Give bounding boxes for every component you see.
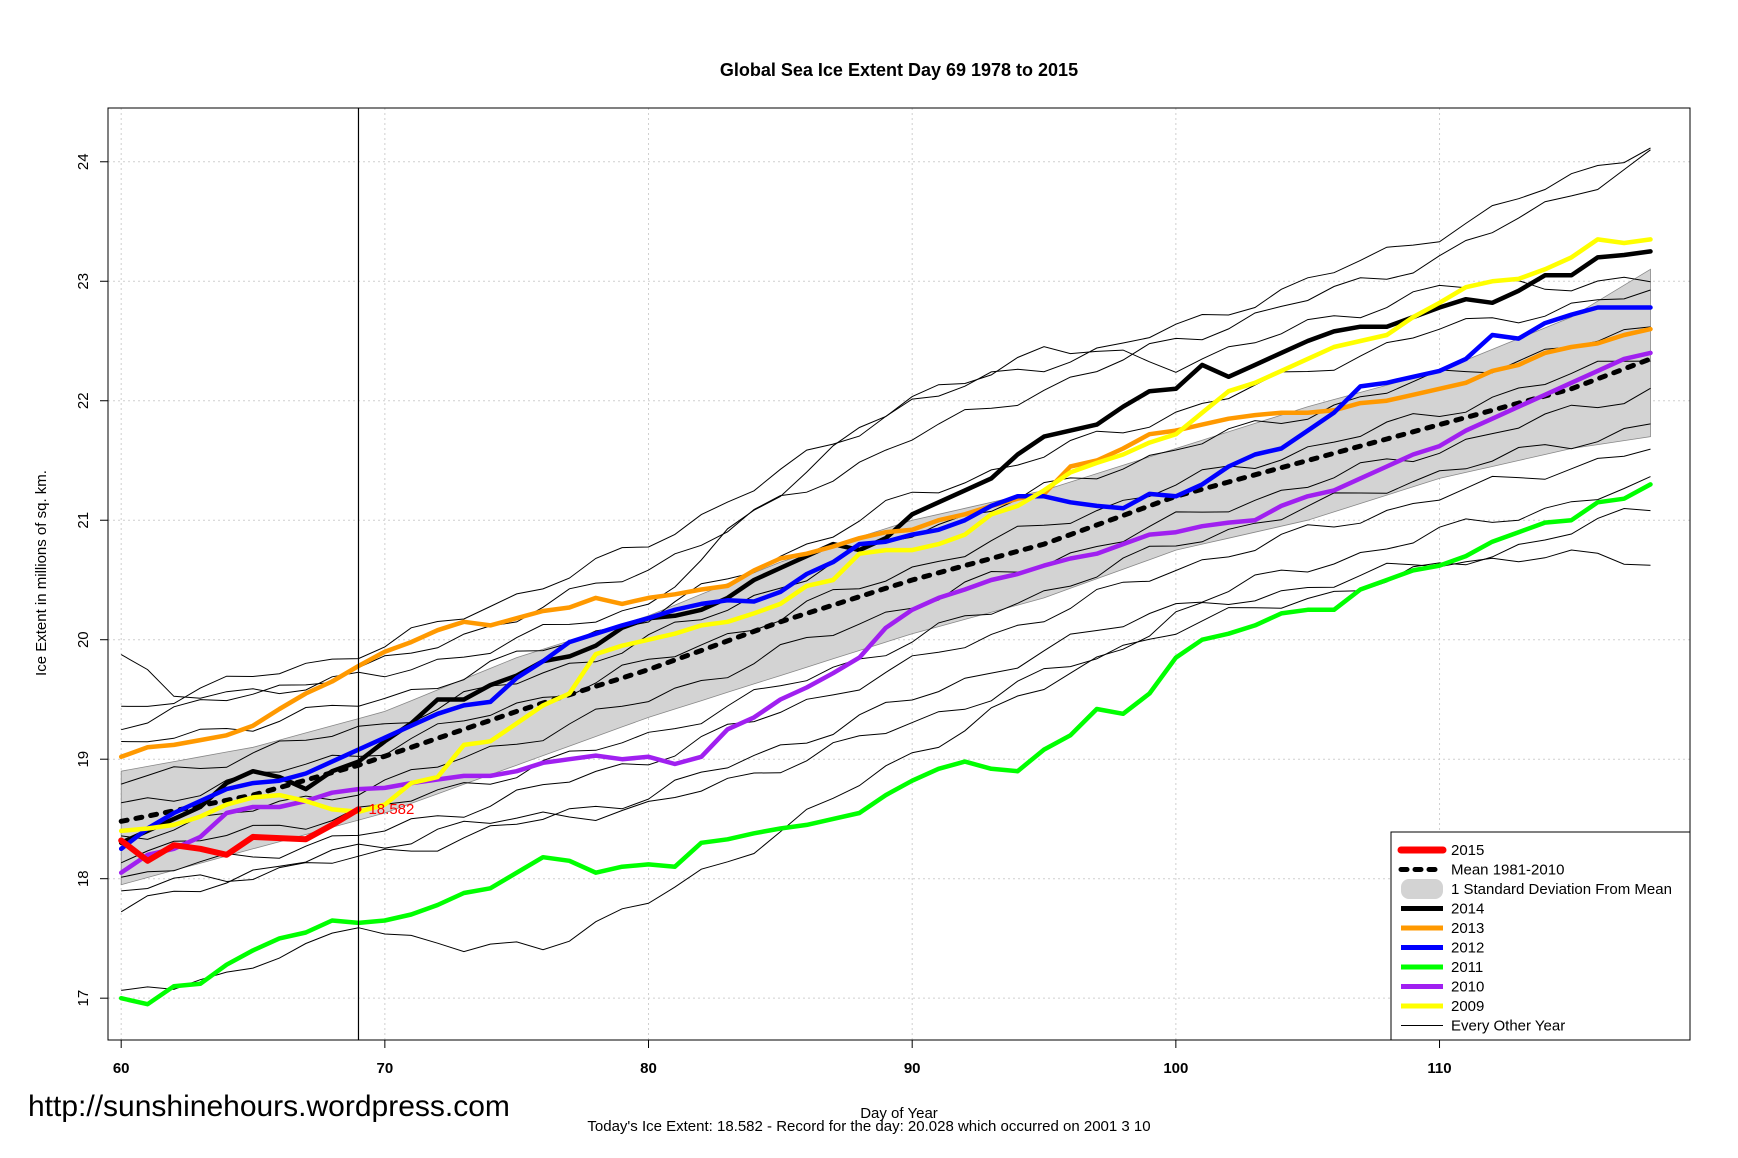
legend-swatch (1401, 879, 1443, 899)
x-tick-label: 60 (113, 1060, 130, 1077)
x-tick-label: 70 (377, 1060, 394, 1077)
legend-label: 2012 (1451, 940, 1484, 957)
other-year-line (121, 448, 1651, 878)
series-line-2012 (118, 305, 1653, 852)
series-line-2009 (118, 237, 1653, 834)
other-year-line (121, 549, 1651, 991)
other-year-line (121, 387, 1651, 840)
legend-label: 2009 (1451, 998, 1484, 1015)
legend-label: 2013 (1451, 920, 1484, 937)
y-tick-label: 17 (75, 990, 92, 1007)
x-tick-label: 90 (904, 1060, 921, 1077)
mean-line (118, 356, 1653, 824)
y-axis: 17 18 19 20 21 22 23 24 (75, 153, 108, 1007)
series-lines (118, 237, 1653, 1007)
series-line-2013 (118, 326, 1653, 760)
y-tick-label: 21 (75, 512, 92, 529)
chart-title: Global Sea Ice Extent Day 69 1978 to 201… (720, 60, 1078, 80)
other-years-lines (120, 147, 1651, 991)
y-tick-label: 18 (75, 870, 92, 887)
footer-note: Today's Ice Extent: 18.582 - Record for … (587, 1118, 1151, 1135)
series-line-2015 (118, 806, 362, 864)
y-tick-label: 19 (75, 751, 92, 768)
y-tick-label: 20 (75, 631, 92, 648)
other-year-line (121, 360, 1651, 804)
y-tick-label: 23 (75, 273, 92, 290)
legend-label: Mean 1981-2010 (1451, 862, 1564, 879)
legend-label: 2010 (1451, 979, 1484, 996)
plot-frame (107, 107, 1691, 1041)
other-year-line (121, 289, 1651, 743)
x-axis: 60 70 80 90 100 110 (113, 1040, 1452, 1077)
legend-label: 2011 (1451, 959, 1483, 976)
x-tick-label: 100 (1163, 1060, 1188, 1077)
x-tick-label: 80 (640, 1060, 657, 1077)
y-tick-label: 22 (75, 392, 92, 409)
x-tick-label: 110 (1427, 1060, 1451, 1077)
legend-label: 2015 (1451, 842, 1484, 859)
watermark-url: http://sunshinehours.wordpress.com (28, 1090, 510, 1123)
legend: 2015 Mean 1981-2010 1 Standard Deviation F… (1390, 831, 1691, 1041)
series-line-2010 (118, 350, 1653, 875)
legend-label: 1 Standard Deviation From Mean (1451, 881, 1672, 898)
series-line-2011 (118, 482, 1653, 1007)
legend-label: Every Other Year (1451, 1018, 1565, 1035)
y-tick-label: 24 (75, 153, 92, 170)
x-axis-label: Day of Year (860, 1105, 938, 1122)
y-axis-label: Ice Extent in millions of sq. km. (33, 470, 50, 676)
current-value-label: 18.582 (368, 801, 414, 818)
other-year-line (121, 149, 1651, 731)
other-year-line (120, 276, 1651, 699)
legend-label: 2014 (1451, 901, 1484, 918)
other-year-line (121, 476, 1651, 892)
